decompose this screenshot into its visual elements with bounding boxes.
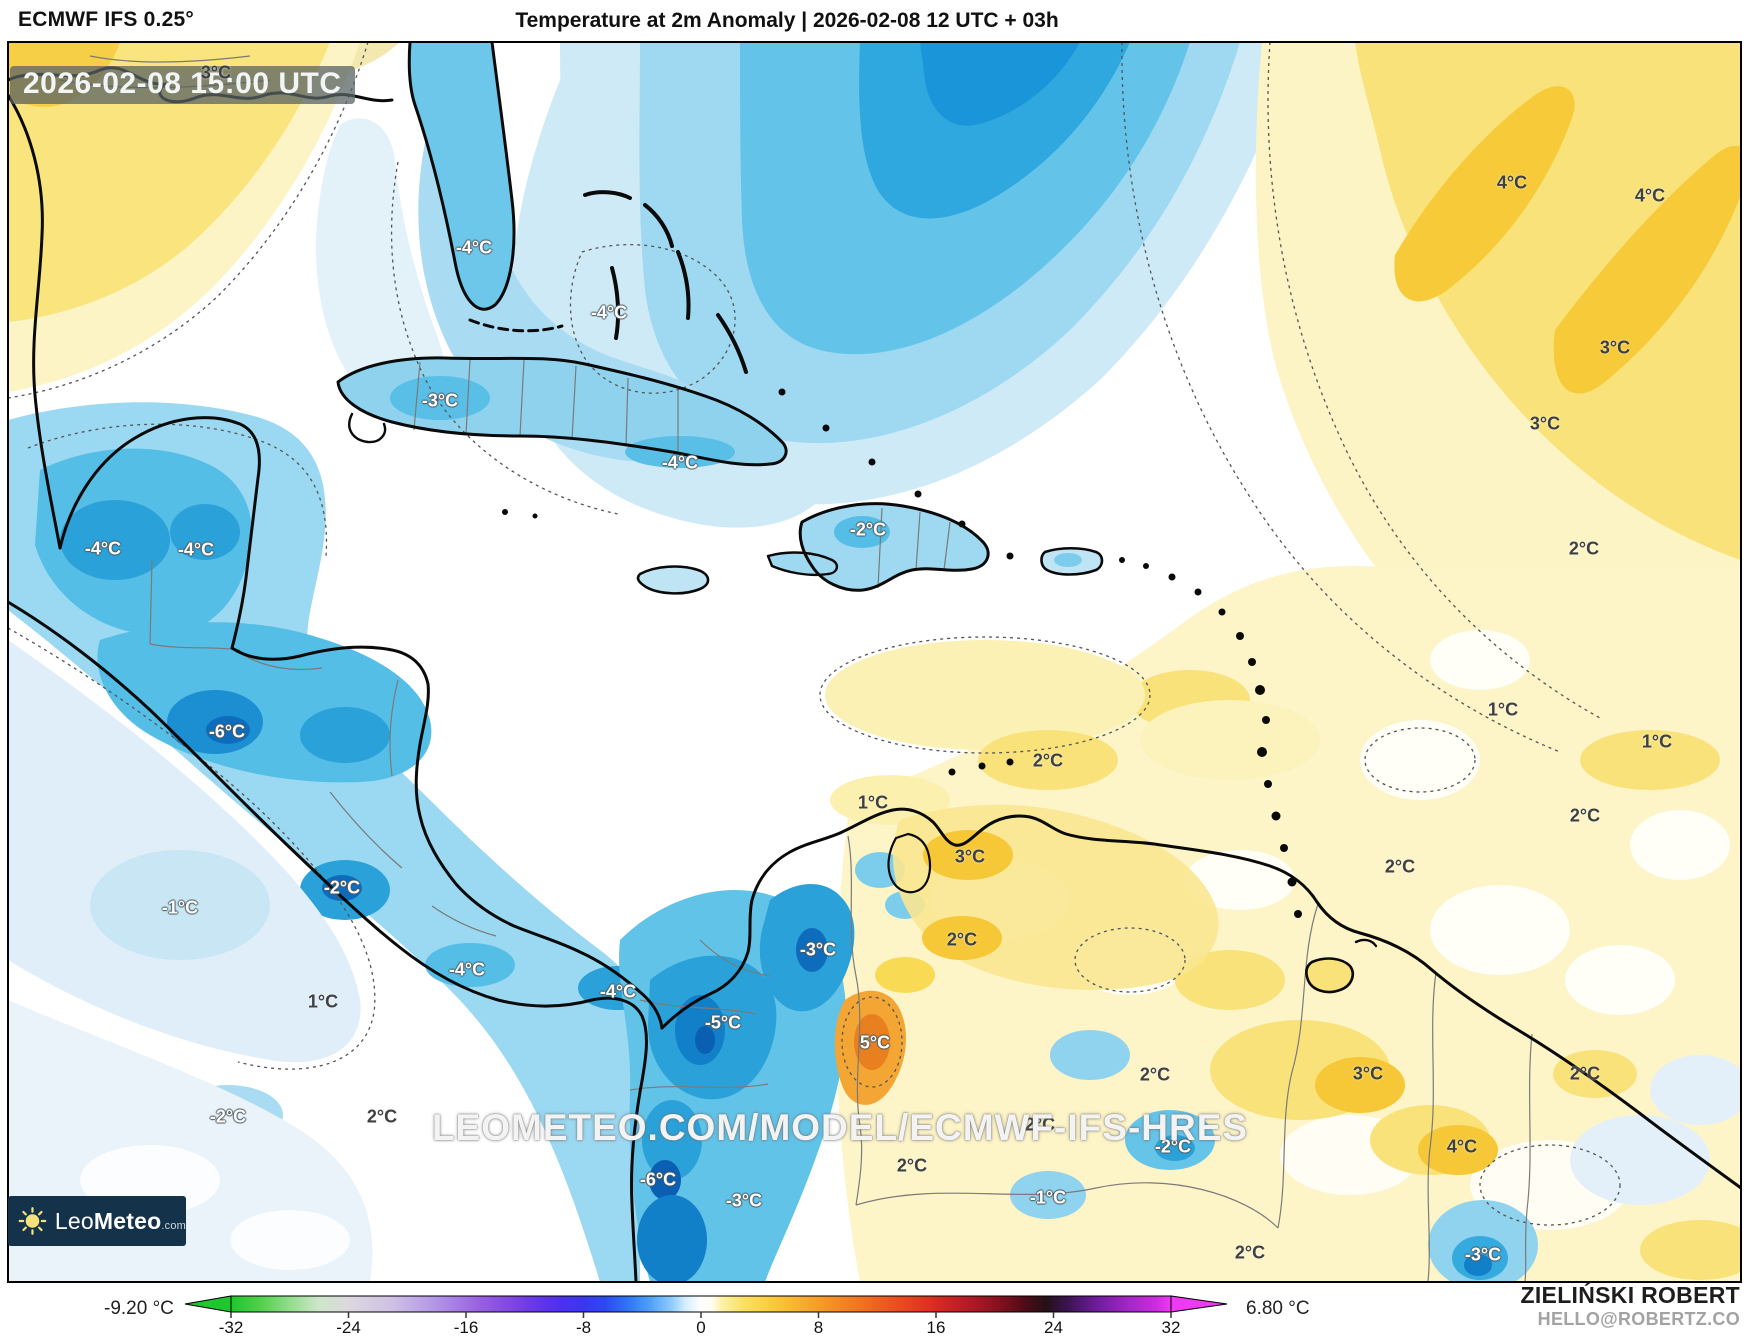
colorbar-min-value: -9.20 °C: [104, 1298, 174, 1319]
author-credit: ZIELIŃSKI ROBERT: [1520, 1282, 1740, 1308]
island-fills: [338, 42, 1353, 992]
colorbar-left-arrow: [184, 1295, 232, 1313]
colorbar-max-value: 6.80 °C: [1246, 1298, 1310, 1319]
sun-icon: [18, 1207, 47, 1235]
contact-credit: HELLO@ROBERTZ.CO: [1537, 1309, 1740, 1329]
northeast-warm-bands: [1255, 42, 1741, 800]
colorbar-tick-label: -32: [218, 1318, 244, 1337]
colorbar-tick-label: 8: [813, 1318, 824, 1337]
colorbar-tick-label: -16: [453, 1318, 479, 1337]
colorbar-tick-label: -24: [336, 1318, 361, 1337]
colorbar-tick-label: 24: [1044, 1318, 1063, 1337]
page-title: Temperature at 2m Anomaly | 2026-02-08 1…: [515, 9, 1059, 32]
gulf-warm-region: [8, 42, 400, 392]
watermark: LEOMETEO.COM/MODEL/ECMWF-IFS-HRES: [431, 1107, 1249, 1148]
colorbar-right-arrow: [1170, 1295, 1228, 1313]
colorbar-tick-label: 0: [696, 1318, 706, 1337]
central-america-cool-region: [8, 402, 658, 1282]
caribbean-warm-patches: [825, 640, 1320, 825]
venezuela-mixed-region: [834, 804, 1741, 1282]
colorbar-gradient: [230, 1295, 1172, 1313]
colorbar-ticks: [230, 1312, 1172, 1318]
logo-text: LeoMeteo.com: [54, 1207, 186, 1234]
timestamp-badge: 2026-02-08 15:00 UTC: [10, 66, 355, 104]
colorbar-tick-label: 32: [1161, 1318, 1181, 1337]
small-island-dots: [502, 388, 1302, 918]
model-name: ECMWF IFS 0.25°: [18, 8, 194, 31]
colorbar-tick-label: -8: [575, 1318, 592, 1337]
coastlines: [8, 42, 1741, 1282]
leometeo-logo: LeoMeteo.com: [8, 1196, 186, 1246]
colorbar-tick-label: 16: [926, 1318, 946, 1337]
colombia-cold-region: [619, 852, 925, 1282]
